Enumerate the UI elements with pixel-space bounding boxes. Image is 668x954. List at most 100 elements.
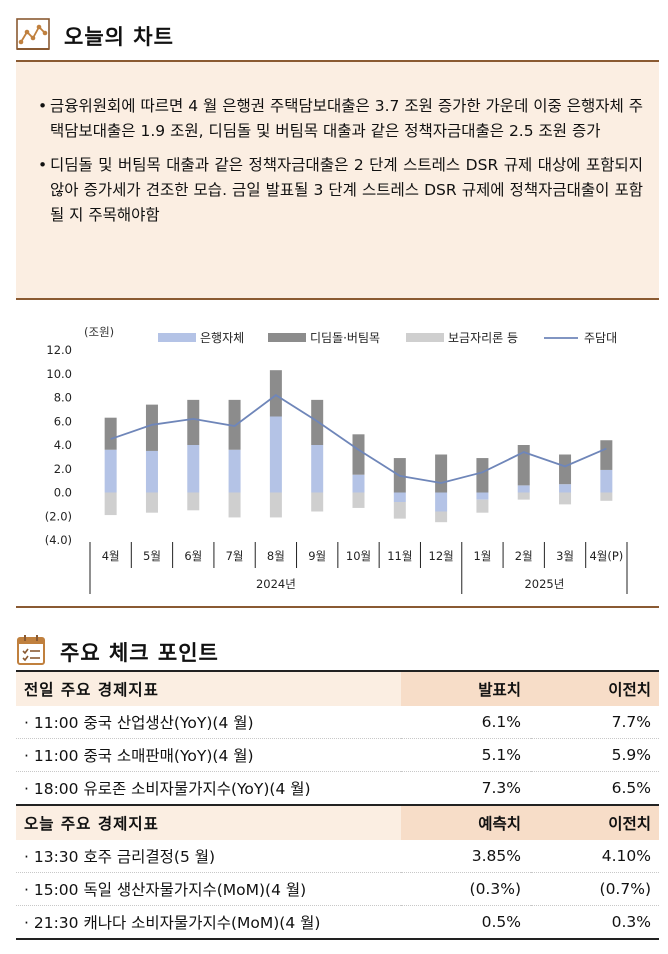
table-row: · 13:30 호주 금리결정(5 월) 3.85% 4.10% [16,840,659,873]
table-row: · 15:00 독일 생산자물가지수(MoM)(4 월) (0.3%) (0.7… [16,872,659,906]
bar-segment [269,370,282,417]
indicator-name: · 11:00 중국 산업생산(YoY)(4 월) [16,706,401,739]
indicator-name: · 15:00 독일 생산자물가지수(MoM)(4 월) [16,872,401,906]
legend-label: 보금자리론 등 [448,331,518,345]
x-tick-label: 8월 [267,549,285,563]
bar-segment [311,445,324,493]
x-tick-label: 4월 [102,549,120,563]
bar-segment [517,492,530,500]
section-divider [16,606,659,608]
bar-segment [476,499,489,513]
indicator-forecast: 3.85% [401,840,531,873]
summary-bullet-text: 디딤돌 및 버팀목 대출과 같은 정책자금대출은 2 단계 스트레스 DSR 규… [50,156,643,224]
bar-segment [435,511,448,523]
prev-indicators-header: 전일 주요 경제지표 발표치 이전치 [16,672,659,706]
bar-segment [311,492,324,512]
bar-segment [104,417,117,450]
bar-segment [600,440,613,470]
x-tick-label: 2월 [515,549,533,563]
bullet-dot-icon: • [38,156,48,174]
bar-segment [352,492,365,508]
indicator-actual: 7.3% [401,771,531,806]
indicator-previous: 4.10% [531,840,659,873]
bar-segment [228,399,241,450]
summary-bullet: • 금융위원회에 따르면 4 월 은행권 주택담보대출은 3.7 조원 증가한 … [38,94,643,144]
legend-label: 디딤돌·버팀목 [310,331,380,345]
bar-segment [393,492,406,502]
bar-segment [187,445,200,493]
bar-segment [187,492,200,511]
series-line [110,394,607,484]
bar-segment [104,449,117,493]
indicator-actual: 5.1% [401,738,531,772]
prev-header-actual: 발표치 [401,672,531,706]
bar-segment [352,474,365,493]
indicator-previous: 7.7% [531,706,659,739]
bar-segment [600,469,613,493]
bar-segment [228,492,241,518]
x-tick-label: 5월 [143,549,161,563]
section-divider [16,60,659,62]
summary-bullet: • 디딤돌 및 버팀목 대출과 같은 정책자금대출은 2 단계 스트레스 DSR… [38,153,643,228]
summary-bullet-text: 금융위원회에 따르면 4 월 은행권 주택담보대출은 3.7 조원 증가한 가운… [50,97,643,140]
x-year-label: 2025년 [524,577,564,591]
line-chart-icon [16,18,50,54]
x-tick-label: 7월 [226,549,244,563]
x-year-label: 2024년 [256,577,296,591]
y-tick-label: 0.0 [54,486,72,500]
y-tick-label: (4.0) [45,533,72,547]
bar-segment [476,458,489,493]
bar-segment [269,492,282,518]
legend-swatch [158,333,196,342]
section-divider [16,670,659,672]
prev-header-name: 전일 주요 경제지표 [16,672,401,706]
today-header-name: 오늘 주요 경제지표 [16,804,401,840]
x-tick-label: 6월 [184,549,202,563]
checklist-icon [16,634,46,670]
y-tick-label: 12.0 [46,343,72,357]
indicator-previous: 0.3% [531,905,659,940]
table-row: · 21:30 캐나다 소비자물가지수(MoM)(4 월) 0.5% 0.3% [16,905,659,940]
indicator-name: · 13:30 호주 금리결정(5 월) [16,840,401,873]
x-tick-label: 1월 [473,549,491,563]
bar-segment [269,416,282,493]
indicator-forecast: 0.5% [401,905,531,940]
bar-segment [228,449,241,493]
x-tick-label: 10월 [346,549,371,563]
summary-box: • 금융위원회에 따르면 4 월 은행권 주택담보대출은 3.7 조원 증가한 … [16,62,659,298]
bar-segment [559,492,572,505]
bar-segment [187,399,200,445]
section-divider [16,298,659,300]
table-row: · 11:00 중국 소매판매(YoY)(4 월) 5.1% 5.9% [16,738,659,772]
bar-segment [393,502,406,519]
mortgage-chart: 은행자체 디딤돌·버팀목 보금자리론 등 주담대 (조원) (4.0) (2.0) 0.0 2… [16,310,659,604]
y-tick-label: 4.0 [54,438,72,452]
y-unit-label: (조원) [84,325,114,339]
indicator-name: · 18:00 유로존 소비자물가지수(YoY)(4 월) [16,771,401,806]
bar-segment [104,492,117,516]
indicator-previous: (0.7%) [531,872,659,906]
x-tick-label: 4월(P) [589,549,623,563]
y-tick-label: 6.0 [54,414,72,428]
y-tick-label: 8.0 [54,391,72,405]
today-header-previous: 이전치 [531,804,659,840]
table-row: · 11:00 중국 산업생산(YoY)(4 월) 6.1% 7.7% [16,706,659,739]
legend-swatch [268,333,306,342]
bar-segment [145,492,158,513]
indicators-table: 전일 주요 경제지표 발표치 이전치 · 11:00 중국 산업생산(YoY)(… [16,672,659,940]
y-tick-label: 10.0 [46,367,72,381]
table-row: · 18:00 유로존 소비자물가지수(YoY)(4 월) 7.3% 6.5% [16,771,659,806]
chart-section-title: 오늘의 차트 [64,25,174,49]
y-tick-label: 2.0 [54,462,72,476]
check-section-title: 주요 체크 포인트 [60,641,219,665]
bar-segment [600,492,613,501]
bar-segment [145,404,158,451]
indicator-actual: 6.1% [401,706,531,739]
x-tick-label: 11월 [387,549,412,563]
prev-header-previous: 이전치 [531,672,659,706]
bar-segment [559,484,572,493]
legend-swatch [406,333,444,342]
bar-segment [311,399,324,445]
indicator-name: · 21:30 캐나다 소비자물가지수(MoM)(4 월) [16,905,401,940]
today-header-forecast: 예측치 [401,804,531,840]
